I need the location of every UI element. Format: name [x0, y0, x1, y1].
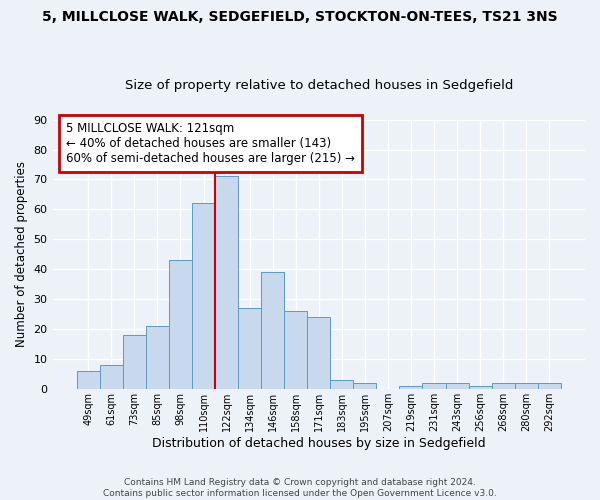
Y-axis label: Number of detached properties: Number of detached properties — [15, 162, 28, 348]
Bar — [100, 366, 123, 390]
Bar — [284, 312, 307, 390]
Text: 5 MILLCLOSE WALK: 121sqm
← 40% of detached houses are smaller (143)
60% of semi-: 5 MILLCLOSE WALK: 121sqm ← 40% of detach… — [66, 122, 355, 166]
Bar — [422, 384, 446, 390]
Text: 5, MILLCLOSE WALK, SEDGEFIELD, STOCKTON-ON-TEES, TS21 3NS: 5, MILLCLOSE WALK, SEDGEFIELD, STOCKTON-… — [42, 10, 558, 24]
Title: Size of property relative to detached houses in Sedgefield: Size of property relative to detached ho… — [125, 79, 513, 92]
Bar — [146, 326, 169, 390]
Bar — [400, 386, 422, 390]
Bar — [238, 308, 261, 390]
Bar — [538, 384, 561, 390]
Bar — [515, 384, 538, 390]
Bar — [215, 176, 238, 390]
Bar — [353, 384, 376, 390]
Bar — [169, 260, 192, 390]
Bar — [77, 372, 100, 390]
Bar — [261, 272, 284, 390]
Bar — [446, 384, 469, 390]
Bar — [469, 386, 491, 390]
Bar — [307, 318, 330, 390]
Bar — [192, 204, 215, 390]
Bar — [123, 336, 146, 390]
X-axis label: Distribution of detached houses by size in Sedgefield: Distribution of detached houses by size … — [152, 437, 485, 450]
Bar — [491, 384, 515, 390]
Text: Contains HM Land Registry data © Crown copyright and database right 2024.
Contai: Contains HM Land Registry data © Crown c… — [103, 478, 497, 498]
Bar — [330, 380, 353, 390]
